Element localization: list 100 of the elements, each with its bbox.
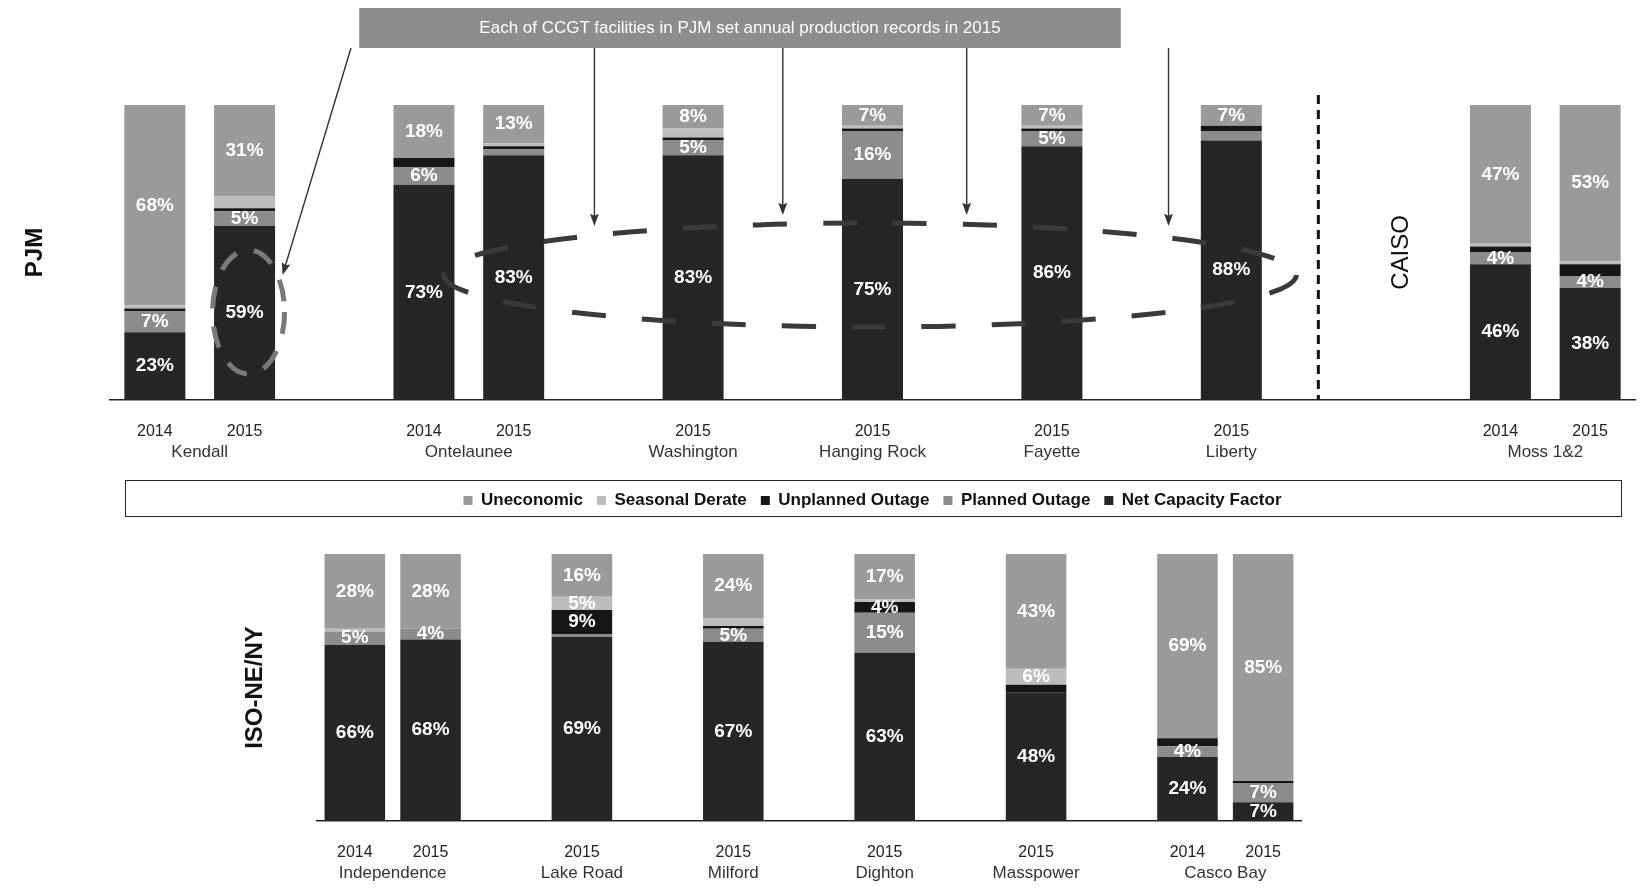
legend-label: Unplanned Outage: [778, 490, 930, 510]
data-label: 4%: [870, 595, 899, 617]
text: Ontelaunee: [424, 442, 513, 462]
data-label: 28%: [335, 579, 374, 601]
data-label: 6%: [1022, 665, 1050, 687]
x-tick-label: 2014: [137, 422, 173, 440]
x-tick-label: 2015: [226, 422, 263, 440]
x-tick-label: 2014: [337, 843, 373, 861]
data-label: 53%: [1571, 171, 1610, 193]
bar: [1005, 554, 1067, 669]
data-label: 24%: [1168, 777, 1207, 799]
bar: [854, 554, 915, 600]
text: Lake Road: [540, 863, 624, 883]
x-tick-label: 2015: [854, 422, 891, 440]
bar: [662, 137, 724, 141]
data-label: 7%: [858, 103, 887, 125]
bar: [1469, 243, 1531, 247]
x-tick-label: 2015: [715, 843, 752, 861]
bar: [1559, 105, 1621, 262]
legend-label: Net Capacity Factor: [1121, 490, 1282, 510]
data-label: 63%: [865, 725, 904, 747]
data-label: 18%: [404, 119, 444, 141]
bar: [551, 634, 613, 637]
x-tick-label: 2014: [1482, 422, 1519, 440]
bar: [393, 105, 455, 159]
x-tick-label: 2015: [1572, 422, 1609, 440]
y-axis-title: PJM: [19, 227, 47, 278]
data-label: 59%: [225, 301, 264, 323]
chart-title: Each of CCGT facilities in PJM set annual production records in 2015: [479, 17, 1001, 37]
data-label: 73%: [404, 280, 444, 302]
data-label: 13%: [494, 112, 533, 134]
text: Liberty: [1205, 442, 1258, 462]
data-label: 23%: [135, 354, 174, 376]
bar: [1005, 684, 1067, 693]
text: Hanging Rock: [819, 442, 927, 462]
x-tick-label: 2015: [1213, 422, 1250, 440]
bar: [214, 208, 276, 212]
data-label: 5%: [568, 591, 596, 613]
data-label: 8%: [679, 105, 707, 127]
data-label: 88%: [1212, 258, 1251, 280]
text: Dighton: [855, 863, 914, 883]
x-tick-label: 2015: [1245, 843, 1282, 861]
data-label: 7%: [141, 310, 169, 332]
data-label: 16%: [562, 563, 602, 585]
legend-label: Uneconomic: [481, 490, 584, 510]
legend-label: Planned Outage: [960, 490, 1091, 510]
data-label: 24%: [714, 574, 753, 596]
data-label: 86%: [1032, 261, 1072, 283]
bar: [214, 105, 276, 197]
x-tick-label: 2015: [564, 843, 600, 861]
x-tick-label: 2015: [866, 843, 903, 861]
data-label: 5%: [719, 623, 748, 645]
data-label: 43%: [1017, 599, 1056, 621]
text: Washington: [648, 442, 738, 462]
x-tick-label: 2014: [1169, 843, 1206, 861]
text: Casco Bay: [1184, 863, 1267, 883]
bar: [1232, 554, 1294, 781]
x-tick-label: 2015: [495, 422, 532, 440]
data-label: 4%: [416, 622, 445, 644]
text: Independence: [338, 863, 447, 883]
bar: [1232, 780, 1294, 784]
data-label: 66%: [335, 721, 374, 743]
text: Fayette: [1023, 442, 1081, 462]
bar: [214, 196, 276, 209]
data-label: 17%: [865, 564, 904, 586]
bar: [483, 149, 545, 156]
data-label: 4%: [1486, 246, 1515, 268]
x-tick-label: 2014: [406, 422, 442, 440]
data-label: 28%: [411, 579, 450, 601]
bar: [1200, 125, 1262, 132]
x-tick-label: 2015: [675, 422, 711, 440]
data-label: 16%: [853, 143, 892, 165]
bar: [703, 618, 764, 627]
text: Milford: [707, 863, 759, 883]
x-tick-label: 2015: [1034, 422, 1070, 440]
data-label: 69%: [562, 717, 602, 739]
data-label: 69%: [1168, 634, 1207, 656]
bar: [1559, 261, 1621, 265]
data-label: 15%: [865, 621, 904, 642]
bar: [124, 105, 186, 306]
data-label: 68%: [411, 718, 450, 740]
data-label: 4%: [1173, 739, 1202, 761]
data-label: 31%: [225, 138, 264, 160]
data-label: 75%: [853, 277, 892, 299]
data-label: 38%: [1571, 332, 1610, 354]
data-label: 5%: [230, 206, 259, 228]
bar: [1200, 131, 1262, 141]
data-label: 67%: [714, 719, 753, 741]
data-label: 9%: [568, 610, 596, 632]
bar: [1469, 246, 1531, 253]
bar: [1469, 105, 1531, 244]
bar: [393, 158, 455, 167]
text: Masspower: [992, 863, 1080, 883]
legend-label: Seasonal Derate: [614, 490, 747, 510]
text: Kendall: [171, 442, 229, 462]
text: Moss 1&2: [1507, 442, 1584, 462]
data-label: 46%: [1481, 320, 1520, 342]
y-axis-title: ISO-NE/NY: [239, 626, 267, 749]
data-label: 68%: [135, 193, 174, 215]
data-label: 83%: [674, 265, 713, 287]
